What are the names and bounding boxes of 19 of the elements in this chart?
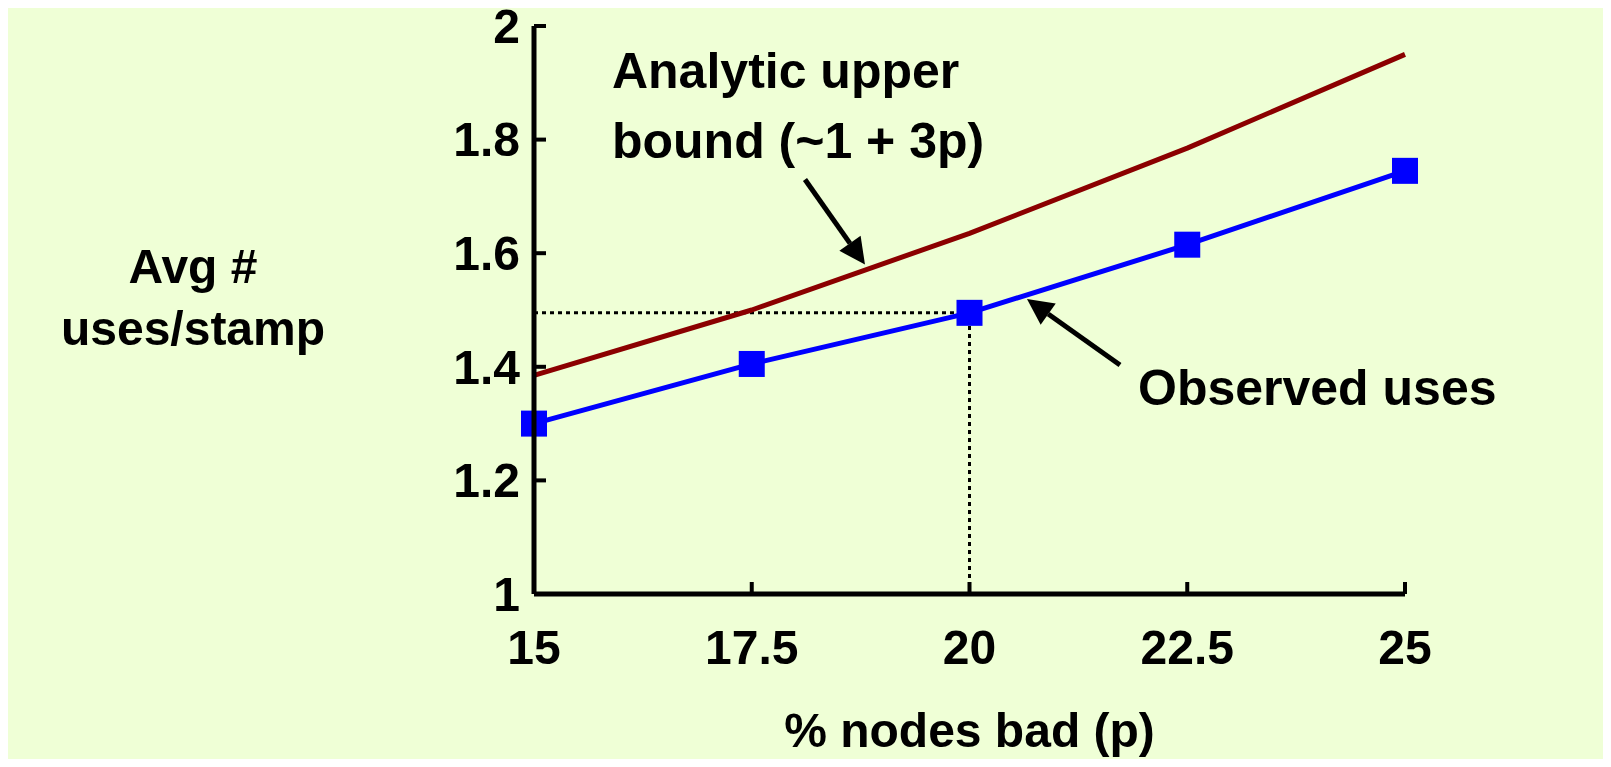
annotation: Analytic upper bound (~1 + 3p) [611, 42, 985, 169]
point [1174, 231, 1201, 258]
point [956, 299, 983, 326]
y-tick-label: 1.4 [453, 340, 521, 394]
annotation: Observed uses [1138, 360, 1497, 416]
point [1392, 157, 1418, 184]
y-tick-label: 1 [493, 567, 520, 621]
y-axis-title: Avg # uses/stamp [60, 240, 326, 355]
point [738, 350, 765, 377]
x-axis-title: % nodes bad (p) [784, 704, 1155, 757]
x-tick-label: 20 [942, 621, 997, 674]
x-tick-label: 25 [1378, 621, 1432, 674]
x-tick-label: 17.5 [705, 621, 799, 674]
x-tick-label: 15 [507, 621, 561, 674]
x-tick-label: 22.5 [1140, 621, 1234, 674]
y-tick-label: 2 [493, 0, 520, 53]
y-tick-label: 1.8 [453, 113, 520, 167]
y-tick-label: 1.6 [453, 227, 520, 280]
y-tick-label: 1.2 [453, 454, 520, 508]
